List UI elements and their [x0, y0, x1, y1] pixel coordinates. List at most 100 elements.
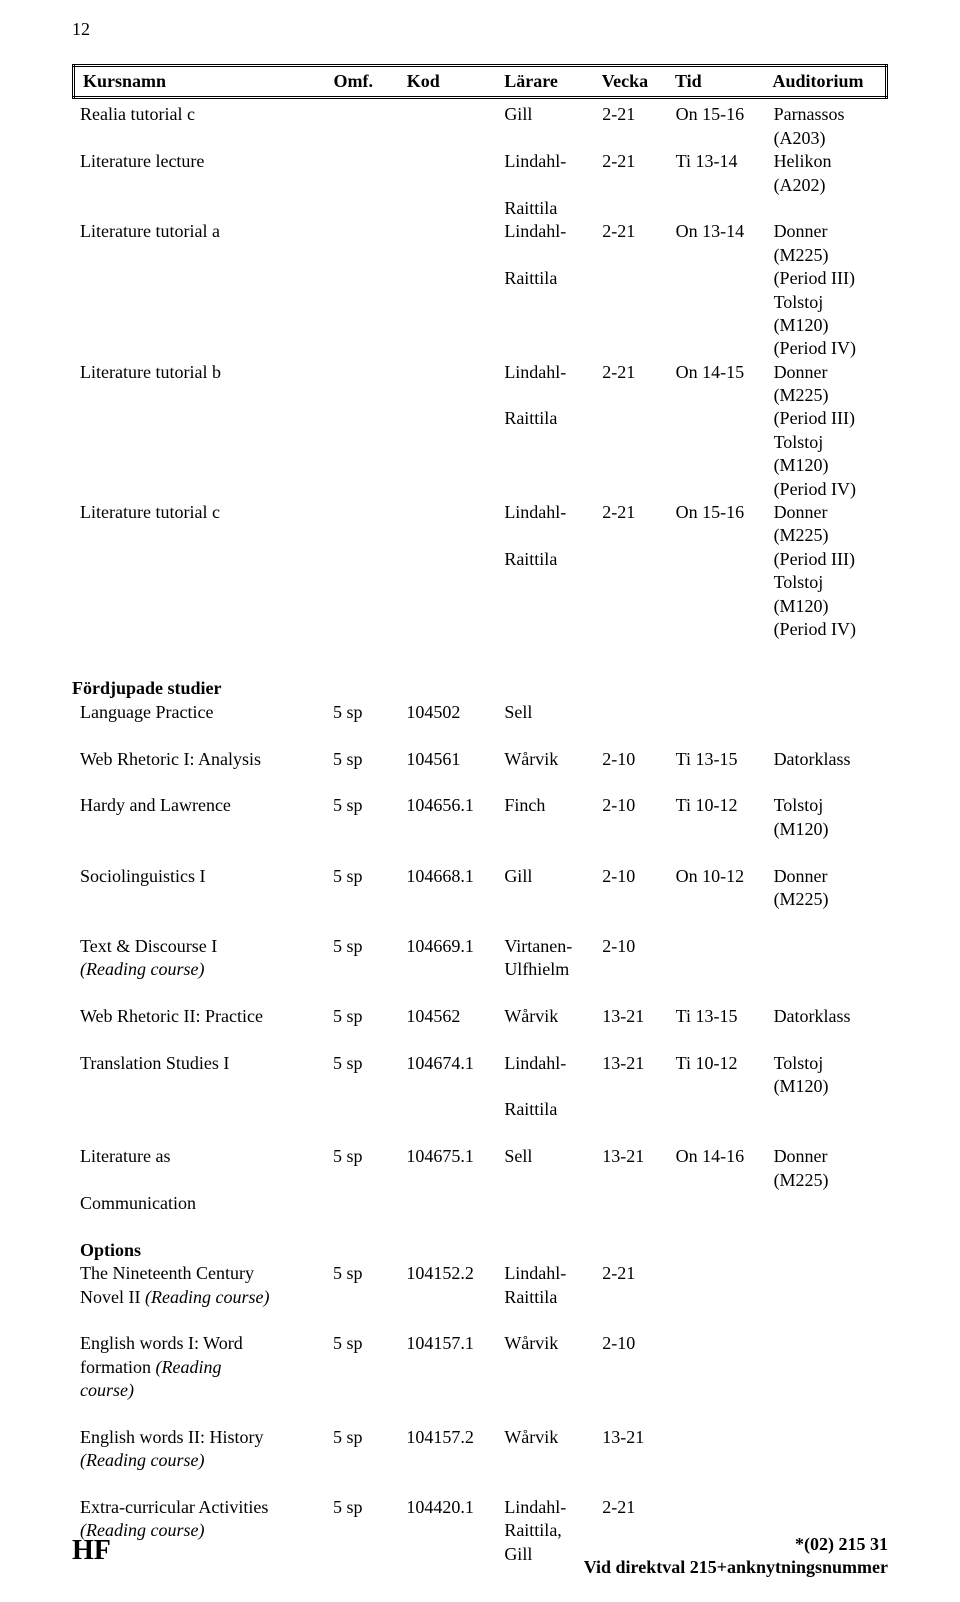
cell-auditorium: (Period III): [766, 267, 888, 290]
cell-vecka: [594, 1286, 667, 1309]
table-row: The Nineteenth Century5 sp104152.2Lindah…: [72, 1262, 888, 1285]
footer-left: HF: [72, 1533, 111, 1569]
table-row: Raittila(Period III): [72, 548, 888, 571]
cell-omf: [325, 267, 398, 290]
cell-tid: [668, 478, 766, 501]
cell-vecka: 2-10: [594, 1332, 667, 1355]
cell-kursnamn: Extra-curricular Activities: [72, 1496, 325, 1519]
cell-auditorium: [766, 701, 888, 724]
cell-larare: Raittila: [496, 1098, 594, 1121]
cell-omf: 5 sp: [325, 794, 398, 841]
cell-kursnamn: [72, 407, 325, 430]
cell-tid: [668, 571, 766, 618]
header-omf: Omf.: [326, 66, 399, 98]
cell-auditorium: [766, 1239, 888, 1262]
cell-kursnamn: [72, 267, 325, 290]
table-row: Sociolinguistics I5 sp104668.1Gill2-10On…: [72, 865, 888, 912]
cell-auditorium: [766, 1426, 888, 1449]
cell-tid: Ti 13-15: [668, 1005, 766, 1028]
cell-auditorium: Helikon (A202): [766, 150, 888, 197]
cell-auditorium: Donner (M225): [766, 1145, 888, 1192]
cell-larare: [496, 1449, 594, 1472]
gap-row: [72, 1309, 888, 1332]
cell-omf: 5 sp: [325, 1426, 398, 1449]
cell-kursnamn: English words II: History: [72, 1426, 325, 1449]
cell-vecka: [594, 1356, 667, 1379]
table-row: English words II: History5 sp104157.2Wår…: [72, 1426, 888, 1449]
cell-kod: [398, 548, 496, 571]
cell-kod: [398, 431, 496, 478]
cell-tid: [668, 267, 766, 290]
table-row: [72, 1473, 888, 1496]
table-row: Raittila(Period III): [72, 267, 888, 290]
cell-auditorium: [766, 935, 888, 958]
table-row: English words I: Word5 sp104157.1Wårvik2…: [72, 1332, 888, 1355]
cell-tid: Ti 13-15: [668, 748, 766, 771]
cell-auditorium: (Period III): [766, 548, 888, 571]
cell-vecka: 2-21: [594, 220, 667, 267]
cell-kursnamn: Novel II (Reading course): [72, 1286, 325, 1309]
cell-larare: Finch: [496, 794, 594, 841]
cell-tid: [668, 935, 766, 958]
cell-kod: [398, 1286, 496, 1309]
cell-omf: 5 sp: [325, 1262, 398, 1285]
cell-vecka: 2-10: [594, 935, 667, 958]
cell-omf: [325, 958, 398, 981]
cell-vecka: [594, 478, 667, 501]
cell-auditorium: [766, 1262, 888, 1285]
table-row: [72, 981, 888, 1004]
cell-tid: [668, 1496, 766, 1519]
table-row: [72, 771, 888, 794]
cell-auditorium: [766, 1192, 888, 1215]
cell-kod: 104157.2: [398, 1426, 496, 1449]
table-row: Literature tutorial bLindahl-2-21On 14-1…: [72, 361, 888, 408]
cell-omf: [325, 1379, 398, 1402]
cell-kod: 104674.1: [398, 1052, 496, 1099]
header-auditorium: Auditorium: [764, 66, 886, 98]
cell-vecka: [594, 267, 667, 290]
cell-omf: [325, 1286, 398, 1309]
cell-larare: Lindahl-: [496, 1262, 594, 1285]
cell-larare: Raittila: [496, 1286, 594, 1309]
table-row: [72, 724, 888, 747]
cell-larare: Raittila: [496, 197, 594, 220]
table-row: Tolstoj (M120): [72, 431, 888, 478]
cell-omf: [325, 291, 398, 338]
cell-vecka: [594, 571, 667, 618]
cell-vecka: 13-21: [594, 1005, 667, 1028]
cell-tid: [668, 701, 766, 724]
cell-auditorium: (Period IV): [766, 618, 888, 641]
cell-larare: Sell: [496, 1145, 594, 1192]
cell-kursnamn: Literature as: [72, 1145, 325, 1192]
cell-tid: [668, 431, 766, 478]
cell-kursnamn: Text & Discourse I: [72, 935, 325, 958]
cell-auditorium: Parnassos (A203): [766, 103, 888, 150]
cell-kod: [398, 478, 496, 501]
cell-larare: Lindahl-: [496, 150, 594, 197]
cell-kursnamn: [72, 291, 325, 338]
cell-omf: [325, 478, 398, 501]
cell-larare: [496, 1239, 594, 1262]
cell-tid: [668, 1098, 766, 1121]
cell-tid: [668, 618, 766, 641]
cell-tid: On 14-16: [668, 1145, 766, 1192]
cell-omf: [325, 1449, 398, 1472]
cell-vecka: 2-21: [594, 361, 667, 408]
cell-kursnamn: Web Rhetoric II: Practice: [72, 1005, 325, 1028]
cell-kursnamn: [72, 337, 325, 360]
cell-kod: [398, 291, 496, 338]
cell-kod: [398, 197, 496, 220]
gap-row: [72, 981, 888, 1004]
cell-kod: [398, 1192, 496, 1215]
cell-kod: 104152.2: [398, 1262, 496, 1285]
cell-kursnamn: formation (Reading: [72, 1356, 325, 1379]
cell-larare: Raittila: [496, 407, 594, 430]
cell-omf: [325, 337, 398, 360]
footer-right-line2: Vid direktval 215+anknytningsnummer: [584, 1557, 888, 1577]
cell-kod: 104562: [398, 1005, 496, 1028]
cell-vecka: [594, 197, 667, 220]
cell-auditorium: Donner (M225): [766, 220, 888, 267]
table-row: Novel II (Reading course) Raittila: [72, 1286, 888, 1309]
cell-tid: On 14-15: [668, 361, 766, 408]
cell-tid: [668, 958, 766, 981]
